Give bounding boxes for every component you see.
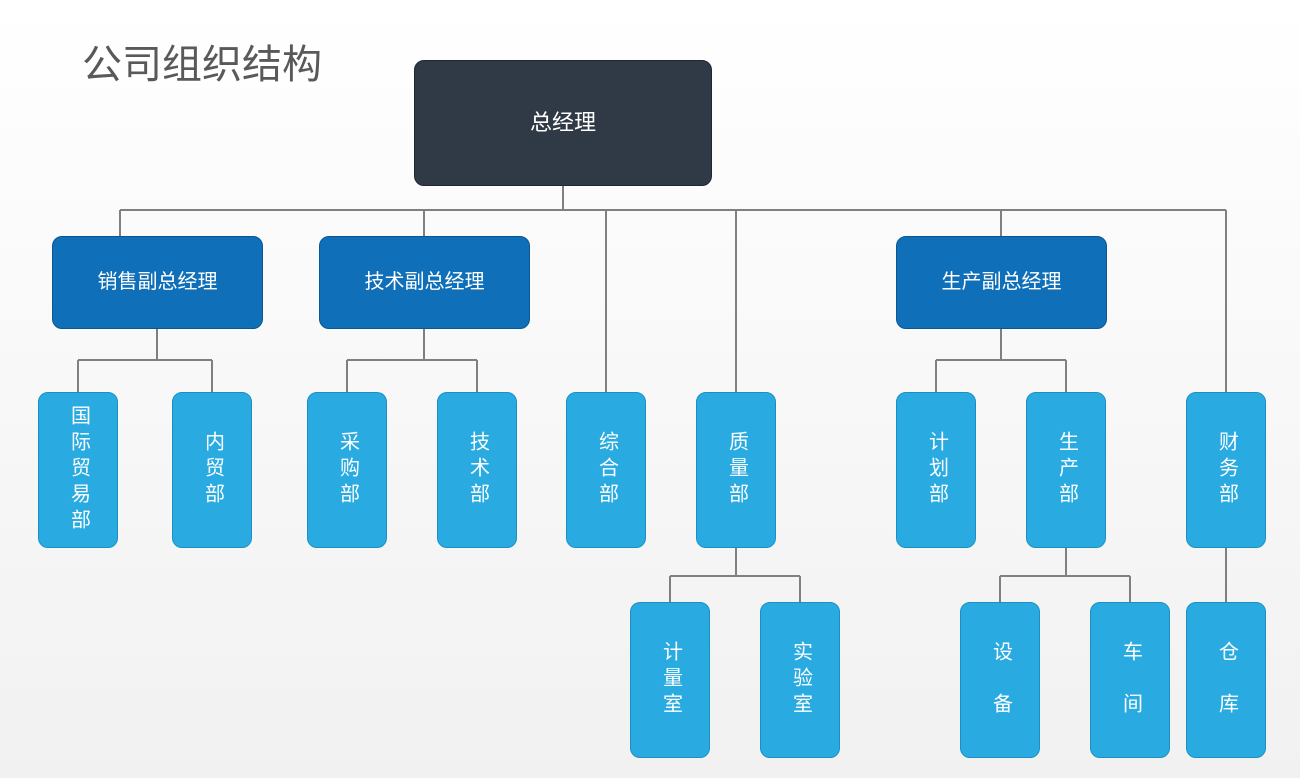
connector (78, 329, 212, 392)
connector (670, 548, 800, 602)
node-general: 综合部 (566, 392, 646, 548)
connector (347, 329, 477, 392)
node-equipment: 设 备 (960, 602, 1040, 758)
node-label: 采购部 (334, 431, 361, 509)
node-tech: 技术部 (437, 392, 517, 548)
node-label: 财务部 (1213, 431, 1240, 509)
node-label: 技术部 (464, 431, 491, 509)
page-title: 公司组织结构 (82, 32, 322, 90)
node-workshop: 车 间 (1090, 602, 1170, 758)
node-vp_tech: 技术副总经理 (319, 236, 530, 329)
node-label: 计划部 (923, 431, 950, 509)
node-label: 仓 库 (1213, 641, 1240, 719)
node-label: 实验室 (787, 641, 814, 719)
connector (936, 329, 1066, 392)
node-label: 生产部 (1053, 431, 1080, 509)
node-finance: 财务部 (1186, 392, 1266, 548)
node-vp_prod: 生产副总经理 (896, 236, 1107, 329)
node-label: 国际贸易部 (65, 405, 92, 535)
node-root: 总经理 (414, 60, 712, 186)
node-label: 技术副总经理 (365, 269, 485, 296)
node-label: 生产副总经理 (942, 269, 1062, 296)
node-metering: 计量室 (630, 602, 710, 758)
node-label: 内贸部 (199, 431, 226, 509)
node-label: 综合部 (593, 431, 620, 509)
node-plan: 计划部 (896, 392, 976, 548)
node-quality: 质量部 (696, 392, 776, 548)
node-label: 计量室 (657, 641, 684, 719)
node-label: 设 备 (987, 641, 1014, 719)
node-production: 生产部 (1026, 392, 1106, 548)
node-warehouse: 仓 库 (1186, 602, 1266, 758)
node-lab: 实验室 (760, 602, 840, 758)
node-label: 总经理 (530, 108, 596, 138)
node-intl: 国际贸易部 (38, 392, 118, 548)
node-purchase: 采购部 (307, 392, 387, 548)
node-label: 销售副总经理 (98, 269, 218, 296)
node-label: 车 间 (1117, 641, 1144, 719)
connector (1000, 548, 1130, 602)
node-vp_sales: 销售副总经理 (52, 236, 263, 329)
node-dom: 内贸部 (172, 392, 252, 548)
node-label: 质量部 (723, 431, 750, 509)
